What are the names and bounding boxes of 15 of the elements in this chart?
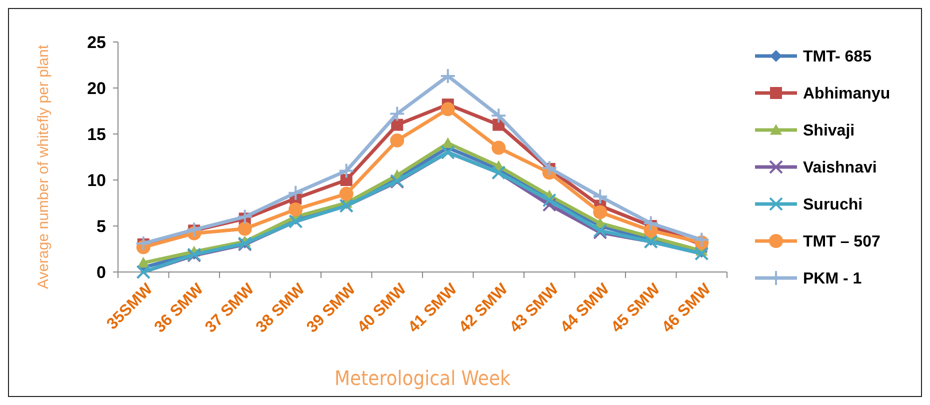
y-tick-label: 25 <box>87 32 106 52</box>
legend-label: Abhimanyu <box>803 86 890 103</box>
y-tick-label: 15 <box>87 124 106 144</box>
legend-label: Shivaji <box>803 122 855 140</box>
y-tick-label: 10 <box>87 170 106 190</box>
y-axis-title: Average number of whitefly per plant <box>35 44 52 290</box>
legend-label: Suruchi <box>803 196 863 214</box>
legend-label: Vaishnavi <box>803 160 877 177</box>
legend-label: PKM - 1 <box>803 270 862 288</box>
y-tick-label: 0 <box>96 262 106 282</box>
legend-label: TMT- 685 <box>803 48 872 66</box>
y-tick-label: 5 <box>96 216 106 236</box>
x-axis-title: Meterological Week <box>334 366 512 390</box>
y-tick-label: 20 <box>87 78 106 98</box>
legend-label: TMT – 507 <box>803 234 880 251</box>
